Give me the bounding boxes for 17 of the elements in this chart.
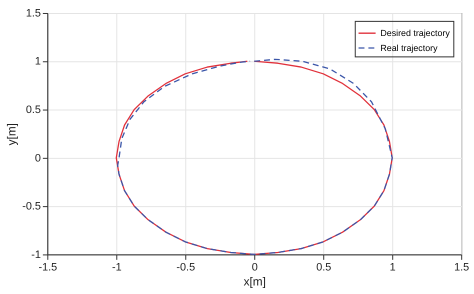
- x-tick-label: 1: [390, 262, 396, 274]
- x-axis-title: x[m]: [244, 274, 266, 288]
- y-tick-label: 0: [34, 152, 41, 164]
- y-tick-label: 1: [34, 56, 41, 68]
- x-tick-label: 1.5: [454, 262, 470, 274]
- legend-label: Desired trajectory: [380, 28, 450, 38]
- x-tick-label: -1.5: [38, 262, 58, 274]
- y-tick-label: -0.5: [22, 200, 41, 213]
- x-tick-label: -0.5: [176, 262, 196, 274]
- y-tick-label: 0.5: [26, 104, 41, 116]
- legend-label: Real trajectory: [380, 42, 438, 53]
- x-tick-label: -1: [112, 262, 122, 274]
- x-tick-label: 0.5: [316, 262, 332, 274]
- y-tick-label: -1: [31, 248, 41, 261]
- y-axis-title: y[m]: [4, 123, 18, 146]
- y-tick-label: 1.5: [26, 7, 41, 20]
- x-tick-label: 0: [252, 262, 258, 274]
